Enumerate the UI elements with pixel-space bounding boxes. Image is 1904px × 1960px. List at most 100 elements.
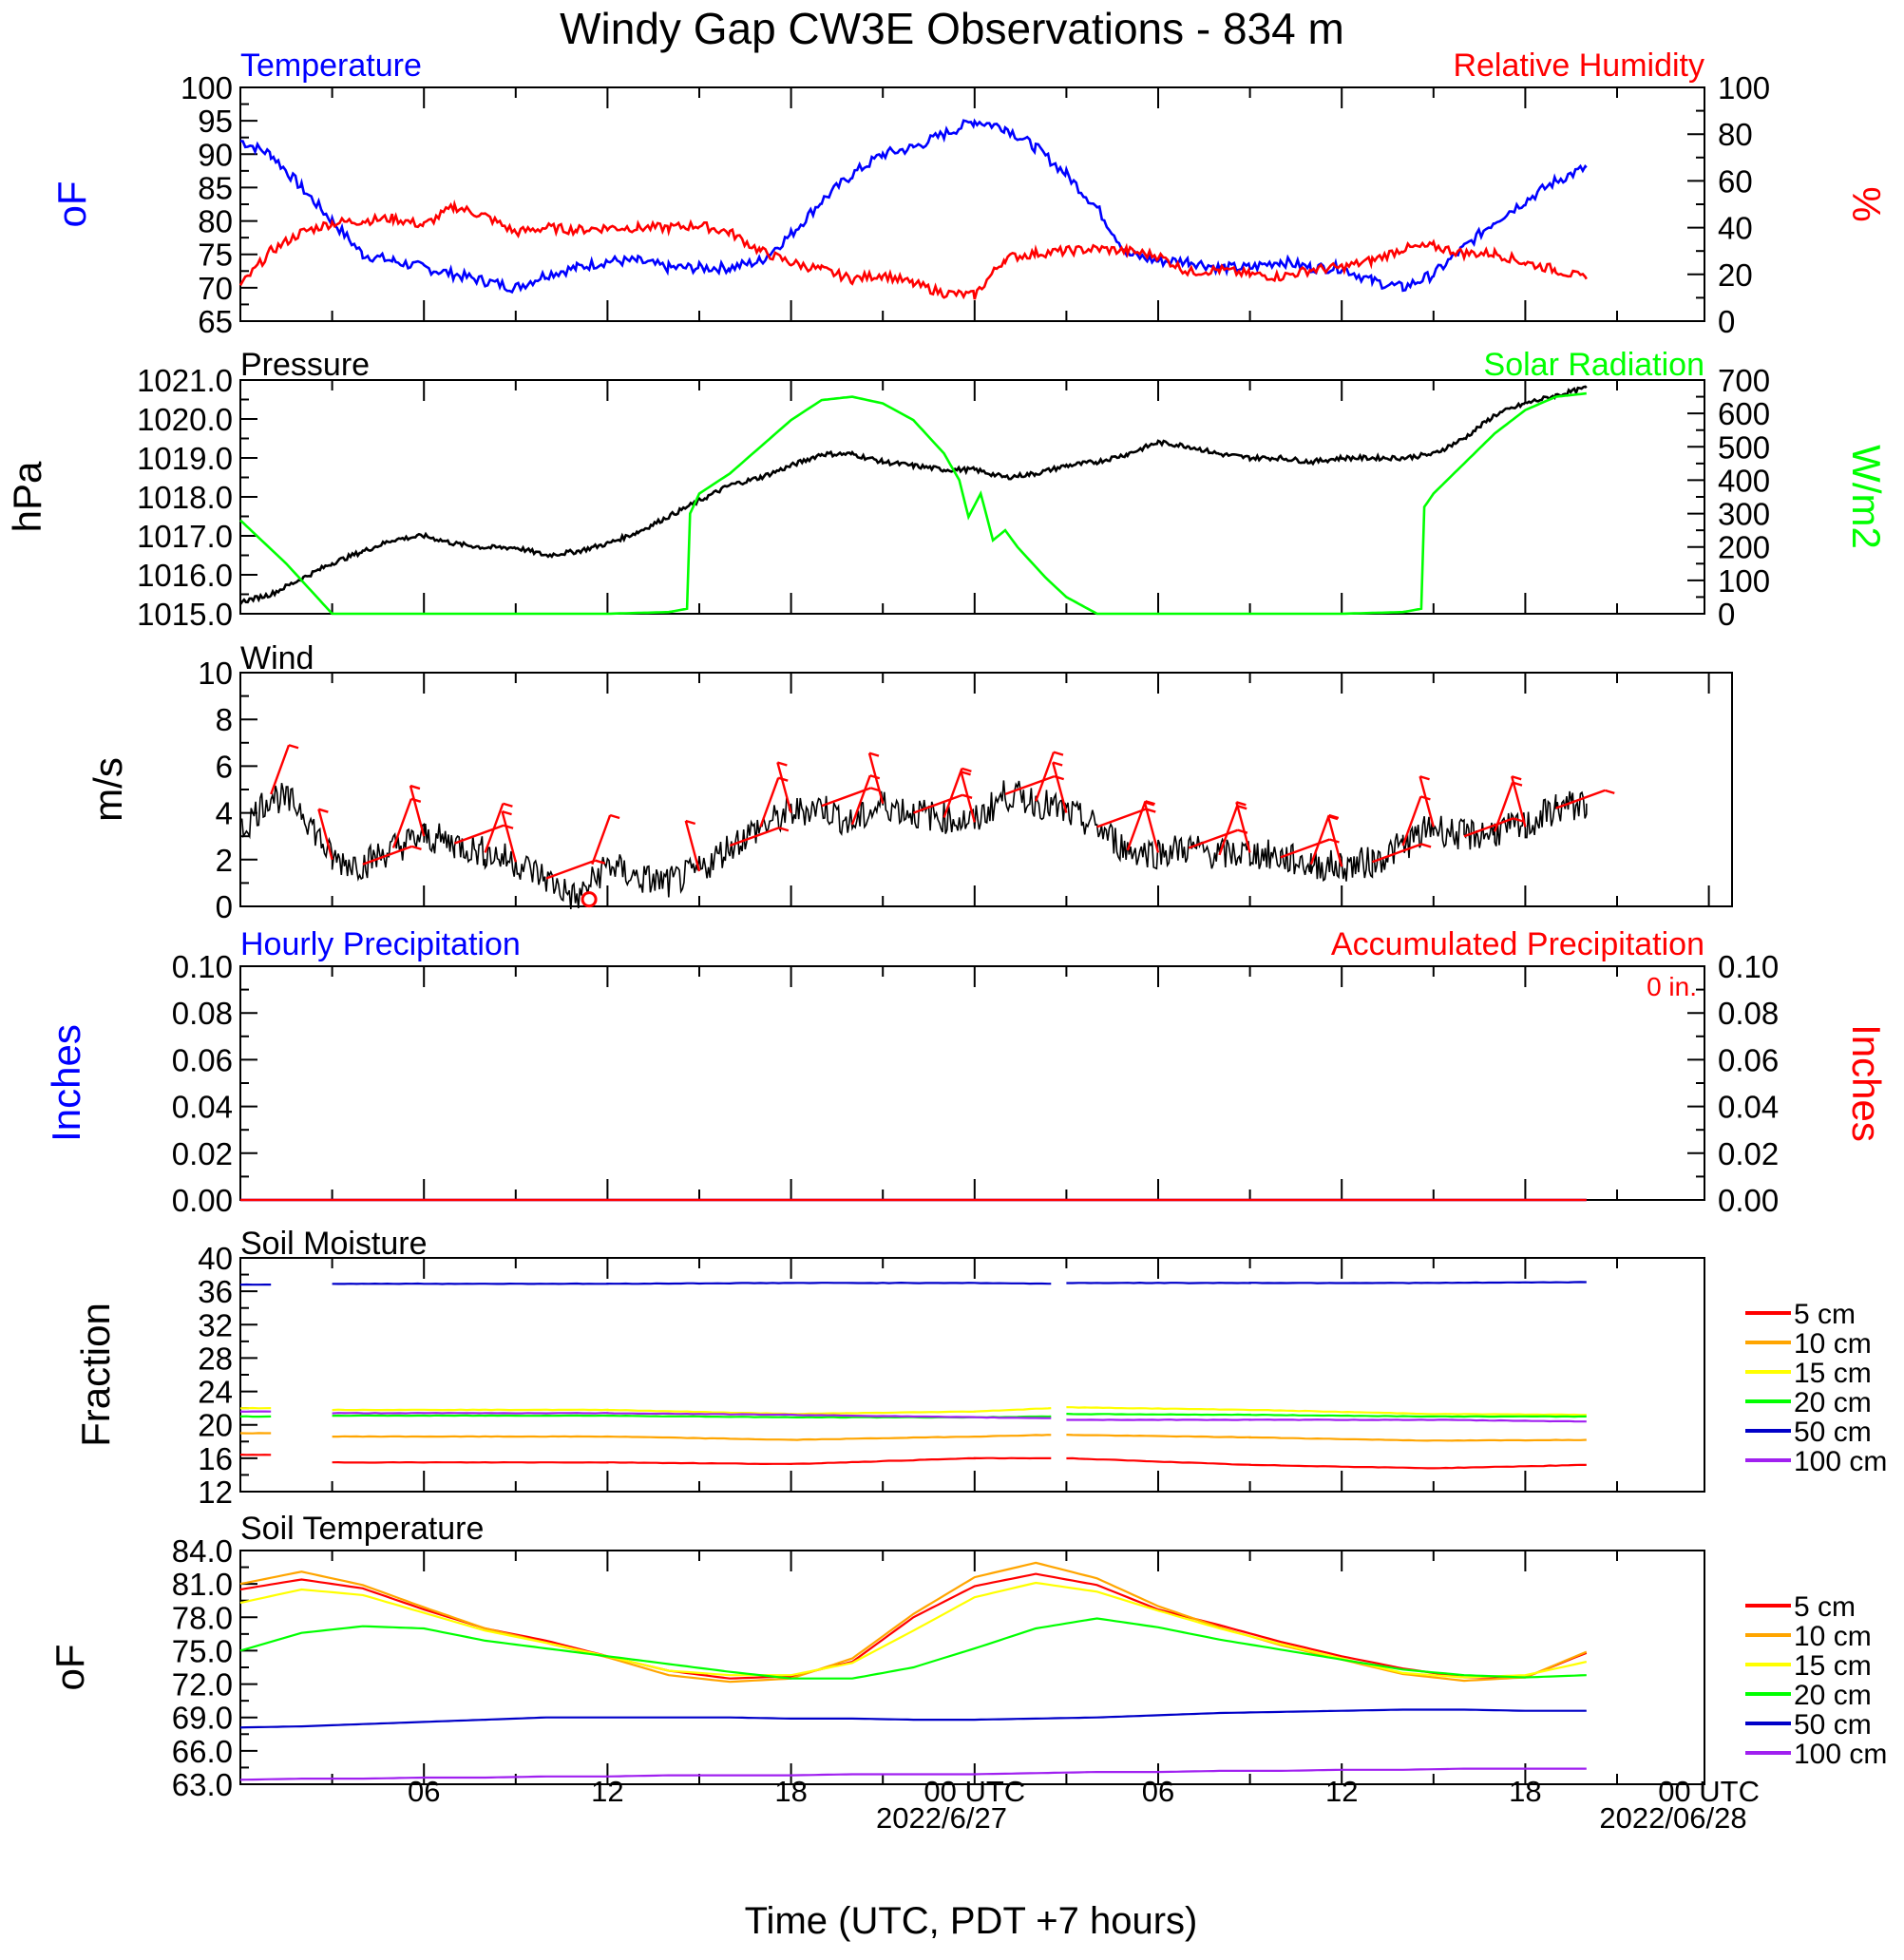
y-tick-label: 0 xyxy=(216,889,233,924)
pressure-title: Pressure xyxy=(240,347,370,383)
legend-label: 15 cm xyxy=(1794,1650,1872,1682)
y-tick-label: 80 xyxy=(1718,117,1753,152)
legend-label: 20 cm xyxy=(1794,1680,1872,1711)
pressure-axis-label: hPa xyxy=(5,461,49,532)
temperature-title: Temperature xyxy=(240,48,422,84)
x-axis-label: Time (UTC, PDT +7 hours) xyxy=(745,1900,1198,1942)
y-tick-label: 85 xyxy=(198,170,233,205)
y-tick-label: 40 xyxy=(1718,211,1753,246)
soil-temperature-axis-label: oF xyxy=(48,1644,92,1690)
temperature-axis-label-o: oF xyxy=(49,181,94,227)
wind-title: Wind xyxy=(240,640,314,676)
y-tick-label: 0.02 xyxy=(1718,1136,1779,1171)
solar-axis-label: W/m2 xyxy=(1844,445,1889,549)
y-tick-label: 20 xyxy=(1718,257,1753,293)
accum-precip-annotation: 0 in. xyxy=(1647,972,1697,1001)
y-tick-label: 70 xyxy=(198,271,233,306)
y-tick-label: 90 xyxy=(198,137,233,172)
y-tick-label: 1015.0 xyxy=(137,597,233,632)
legend-label: 10 cm xyxy=(1794,1328,1872,1360)
x-tick-label: 00 UTC xyxy=(1658,1775,1760,1808)
y-tick-label: 1018.0 xyxy=(137,480,233,515)
wind-axis-label: m/s xyxy=(86,757,130,822)
y-tick-label: 36 xyxy=(198,1274,233,1309)
legend-label: 50 cm xyxy=(1794,1709,1872,1741)
y-tick-label: 66.0 xyxy=(172,1734,233,1769)
soil-moisture-50cm-line xyxy=(1066,1282,1586,1283)
x-tick-label: 06 xyxy=(408,1775,440,1808)
y-tick-label: 75 xyxy=(198,238,233,273)
x-tick-label: 18 xyxy=(1509,1775,1541,1808)
y-tick-label: 0.06 xyxy=(172,1042,233,1077)
y-tick-label: 0.06 xyxy=(1718,1042,1779,1077)
legend-label: 100 cm xyxy=(1794,1446,1887,1477)
y-tick-label: 100 xyxy=(181,70,233,105)
y-tick-label: 1017.0 xyxy=(137,519,233,554)
temperature-axis-label: oF xyxy=(49,181,94,227)
y-tick-label: 32 xyxy=(198,1307,233,1342)
soil-moisture-title: Soil Moisture xyxy=(240,1226,428,1262)
y-tick-label: 600 xyxy=(1718,396,1770,431)
hourly-precip-title: Hourly Precipitation xyxy=(240,926,521,962)
solar-radiation-title: Solar Radiation xyxy=(1484,347,1704,383)
y-tick-label: 24 xyxy=(198,1375,233,1410)
legend-label: 5 cm xyxy=(1794,1299,1856,1330)
y-tick-label: 69.0 xyxy=(172,1701,233,1736)
y-tick-label: 81.0 xyxy=(172,1567,233,1602)
y-tick-label: 0.04 xyxy=(172,1090,233,1125)
y-tick-label: 78.0 xyxy=(172,1600,233,1635)
y-tick-label: 500 xyxy=(1718,429,1770,465)
y-tick-label: 0 xyxy=(1718,304,1735,339)
soil-temperature-title: Soil Temperature xyxy=(240,1511,484,1547)
y-tick-label: 75.0 xyxy=(172,1633,233,1668)
y-tick-label: 700 xyxy=(1718,363,1770,398)
y-tick-label: 4 xyxy=(216,796,233,831)
y-tick-label: 8 xyxy=(216,702,233,737)
y-tick-label: 95 xyxy=(198,104,233,139)
legend-label: 50 cm xyxy=(1794,1417,1872,1448)
y-tick-label: 28 xyxy=(198,1341,233,1376)
y-tick-label: 84.0 xyxy=(172,1533,233,1569)
relative-humidity-title: Relative Humidity xyxy=(1453,48,1704,84)
legend-label: 10 cm xyxy=(1794,1621,1872,1652)
y-tick-label: 0.00 xyxy=(1718,1183,1779,1218)
y-tick-label: 80 xyxy=(198,204,233,239)
y-tick-label: 200 xyxy=(1718,530,1770,565)
y-tick-label: 0.08 xyxy=(1718,996,1779,1031)
y-tick-label: 63.0 xyxy=(172,1767,233,1802)
y-tick-label: 0.10 xyxy=(1718,949,1779,984)
x-tick-label: 06 xyxy=(1142,1775,1174,1808)
figure-title: Windy Gap CW3E Observations - 834 m xyxy=(560,4,1344,53)
y-tick-label: 0.00 xyxy=(172,1183,233,1218)
y-tick-label: 400 xyxy=(1718,463,1770,498)
y-tick-label: 1020.0 xyxy=(137,402,233,437)
rh-axis-label: % xyxy=(1844,186,1889,221)
accum-precip-axis-label: Inches xyxy=(1844,1024,1889,1142)
legend-label: 100 cm xyxy=(1794,1739,1887,1770)
y-tick-label: 0.04 xyxy=(1718,1090,1779,1125)
y-tick-label: 1016.0 xyxy=(137,558,233,593)
x-tick-label: 12 xyxy=(591,1775,623,1808)
y-tick-label: 60 xyxy=(1718,163,1753,199)
y-tick-label: 100 xyxy=(1718,563,1770,599)
accum-precip-title: Accumulated Precipitation xyxy=(1331,926,1704,962)
y-tick-label: 40 xyxy=(198,1241,233,1276)
y-tick-label: 100 xyxy=(1718,70,1770,105)
y-tick-label: 16 xyxy=(198,1441,233,1476)
y-tick-label: 72.0 xyxy=(172,1667,233,1703)
soil-moisture-axis-label: Fraction xyxy=(73,1303,118,1447)
soil-moisture-50cm-line xyxy=(333,1283,1052,1284)
y-tick-label: 300 xyxy=(1718,497,1770,532)
y-tick-label: 10 xyxy=(198,656,233,691)
y-tick-label: 0.08 xyxy=(172,996,233,1031)
y-tick-label: 1019.0 xyxy=(137,441,233,476)
y-tick-label: 0 xyxy=(1718,597,1735,632)
y-tick-label: 2 xyxy=(216,843,233,878)
y-tick-label: 6 xyxy=(216,749,233,784)
legend-label: 20 cm xyxy=(1794,1387,1872,1418)
y-tick-label: 20 xyxy=(198,1408,233,1443)
y-tick-label: 0.10 xyxy=(172,949,233,984)
